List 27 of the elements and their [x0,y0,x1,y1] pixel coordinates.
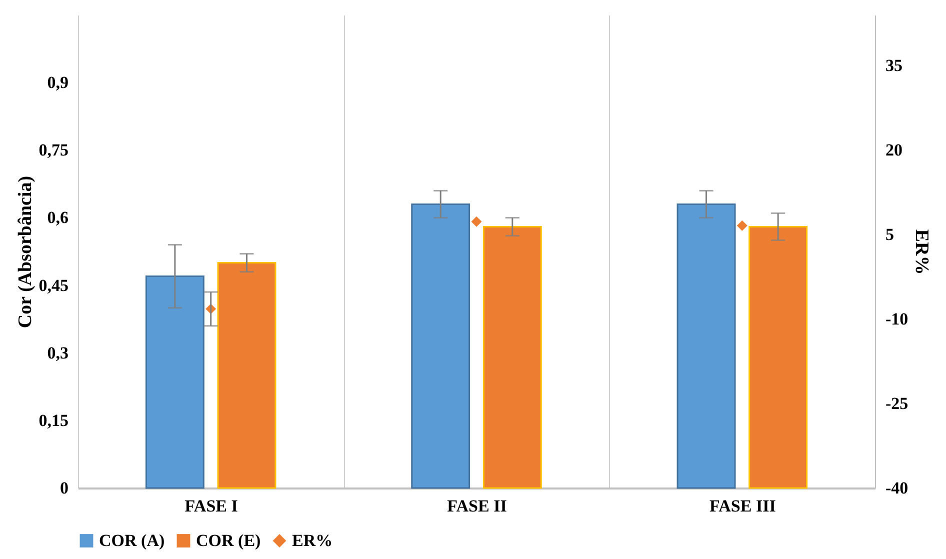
y2-tick-label: 20 [886,140,902,160]
legend-label: COR (A) [99,530,165,550]
bar [145,276,204,489]
y2-tick-label: 5 [886,225,894,244]
y2-tick-label: 35 [886,56,902,76]
x-tick-label: FASE II [447,496,508,516]
bar [482,226,542,489]
y-tick-label: 0,9 [47,73,68,92]
y-tick-label: 0,3 [47,343,68,362]
y-tick-label: 0 [60,478,68,498]
x-tick-label: FASE I [184,496,238,516]
y-tick-label: 0,45 [38,276,68,295]
x-tick-label: FASE III [710,496,776,516]
y2-tick-label: -40 [886,478,908,498]
y2-tick-label: -25 [886,394,908,414]
y-tick-label: 0,75 [38,140,68,160]
legend-label: ER% [292,530,333,550]
point [736,220,748,231]
y-tick-label: 0,15 [38,410,68,430]
y2-tick-label: -10 [886,310,908,329]
y-tick-label: 0,6 [47,208,68,228]
y2-axis-title: ER% [911,229,932,275]
legend-label: COR (E) [196,530,261,550]
bar [676,203,736,489]
y-axis-title: Cor (Absorbância) [14,176,36,328]
point [471,216,482,227]
bar [411,203,470,489]
